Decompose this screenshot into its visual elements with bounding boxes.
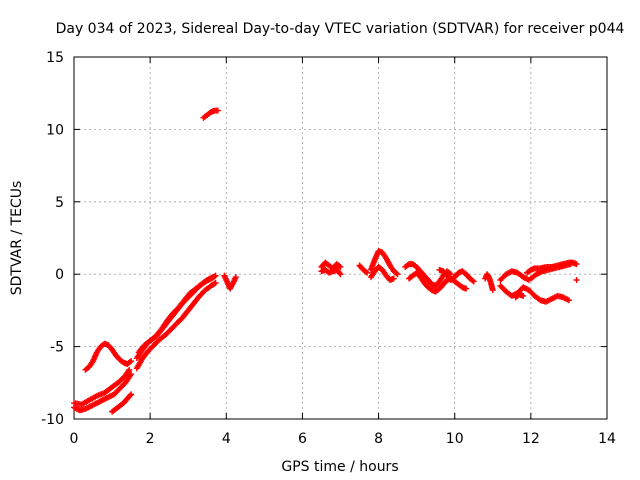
data-point (337, 271, 344, 278)
x-tick-label: 2 (146, 431, 155, 447)
data-point (209, 274, 216, 281)
data-point (520, 292, 527, 299)
x-tick-labels: 0 2 4 6 8 10 12 14 (70, 431, 616, 447)
data-point (336, 270, 343, 277)
data-point (336, 262, 343, 269)
data-point (232, 274, 239, 281)
grid-lines (74, 57, 607, 419)
data-point (393, 270, 400, 277)
data-point (489, 287, 496, 294)
data-point (127, 392, 134, 399)
data-point (126, 359, 133, 366)
data-point (364, 269, 371, 276)
y-tick-label: 10 (46, 122, 64, 138)
x-axis-label: GPS time / hours (281, 459, 398, 475)
data-point (573, 276, 580, 283)
data-point (469, 277, 476, 284)
data-point (567, 261, 574, 268)
y-tick-label: -5 (50, 340, 64, 356)
data-point (362, 268, 369, 275)
chart-title: Day 034 of 2023, Sidereal Day-to-day VTE… (56, 21, 625, 37)
x-tick-label: 8 (374, 431, 383, 447)
data-point (214, 107, 221, 114)
plot-frame (73, 56, 608, 420)
data-point (470, 278, 477, 285)
data-point (212, 279, 219, 286)
data-point (128, 391, 135, 398)
data-point (565, 297, 572, 304)
data-point (394, 271, 401, 278)
x-tick-label: 6 (298, 431, 307, 447)
y-tick-labels: -10 -5 0 5 10 15 (41, 50, 64, 428)
x-tick-label: 10 (446, 431, 464, 447)
data-points (71, 107, 580, 415)
data-point (390, 275, 397, 282)
data-point (211, 280, 218, 287)
y-tick-label: 5 (55, 195, 64, 211)
axis-ticks (73, 56, 608, 420)
x-tick-label: 0 (70, 431, 79, 447)
y-tick-label: 15 (46, 50, 64, 66)
data-point (463, 285, 470, 292)
data-point (337, 263, 344, 270)
x-tick-label: 14 (598, 431, 616, 447)
y-tick-label: 0 (55, 267, 64, 283)
data-point (573, 261, 580, 268)
y-axis-label: SDTVAR / TECUs (9, 181, 25, 296)
data-point (128, 358, 135, 365)
x-tick-label: 12 (522, 431, 540, 447)
y-tick-label: -10 (41, 412, 64, 428)
x-tick-label: 4 (222, 431, 231, 447)
data-point (126, 366, 133, 373)
